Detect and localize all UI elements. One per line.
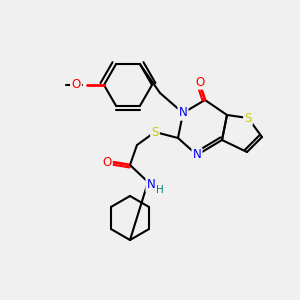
Text: S: S	[151, 125, 159, 139]
Text: O: O	[71, 79, 81, 92]
Text: N: N	[147, 178, 155, 191]
Text: H: H	[156, 185, 164, 195]
Text: N: N	[193, 148, 201, 161]
Text: O: O	[195, 76, 205, 88]
Text: O: O	[102, 155, 112, 169]
Text: O: O	[71, 79, 81, 92]
Text: S: S	[244, 112, 252, 124]
Text: N: N	[178, 106, 188, 119]
